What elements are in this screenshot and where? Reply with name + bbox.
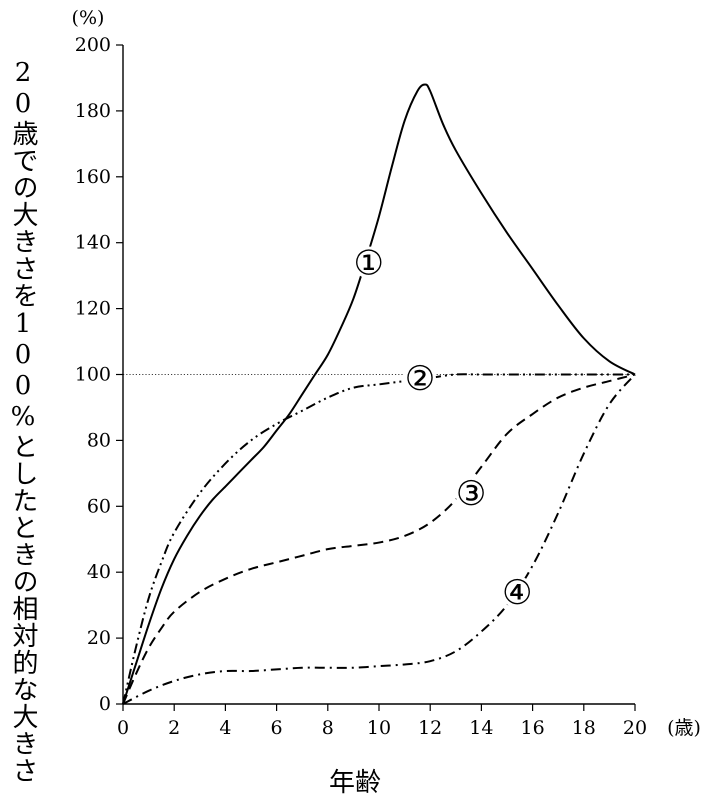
- y-tick-label: 120: [75, 298, 111, 320]
- y-tick-label: 100: [75, 364, 111, 386]
- series-label-bg: [501, 575, 534, 608]
- series-label-2: ②: [405, 359, 435, 399]
- x-tick-label: 14: [469, 717, 493, 739]
- series-group: [122, 83, 636, 705]
- y-tick-label: 180: [75, 100, 111, 122]
- y-tick-label: 200: [75, 34, 111, 56]
- y-tick-label: 60: [87, 495, 111, 517]
- x-unit-label: (歳): [667, 717, 701, 739]
- x-tick-label: 18: [572, 717, 596, 739]
- series-label-bg: [403, 361, 436, 394]
- x-tick-label: 0: [117, 717, 129, 739]
- y-tick-label: 80: [87, 429, 111, 451]
- x-tick-label: 8: [322, 717, 334, 739]
- series-line-4: [122, 373, 636, 705]
- y-tick-label: 160: [75, 166, 111, 188]
- series-line-1: [122, 83, 636, 705]
- x-tick-label: 20: [623, 717, 647, 739]
- x-tick-label: 12: [418, 717, 442, 739]
- x-tick-label: 2: [168, 717, 180, 739]
- series-label-bg: [455, 477, 488, 510]
- x-ticks: 0 2 4 6 8 10 12 14 16 18 20: [117, 704, 647, 739]
- series-label-3: ③: [456, 474, 486, 514]
- y-tick-label: 0: [99, 693, 111, 715]
- x-tick-label: 6: [271, 717, 283, 739]
- y-tick-label: 20: [87, 627, 111, 649]
- y-tick-label: 140: [75, 232, 111, 254]
- x-tick-label: 10: [367, 717, 391, 739]
- x-tick-label: 4: [219, 717, 231, 739]
- y-unit-label: (%): [72, 7, 105, 29]
- series-line-2: [122, 373, 635, 705]
- series-labels: ① ② ③ ④: [352, 243, 534, 613]
- series-label-4: ④: [502, 573, 532, 613]
- x-tick-label: 16: [521, 717, 545, 739]
- series-label-bg: [352, 246, 385, 279]
- x-axis-title: 年齢: [328, 768, 381, 798]
- series-line-3: [122, 373, 636, 705]
- series-label-1: ①: [354, 243, 384, 283]
- y-ticks: 0 20 40 60 80 100 120 140 160 180 200: [75, 34, 123, 715]
- y-tick-label: 40: [87, 561, 111, 583]
- y-axis-title: 20歳での大きさを100%としたときの相対的な大きさ: [8, 58, 38, 784]
